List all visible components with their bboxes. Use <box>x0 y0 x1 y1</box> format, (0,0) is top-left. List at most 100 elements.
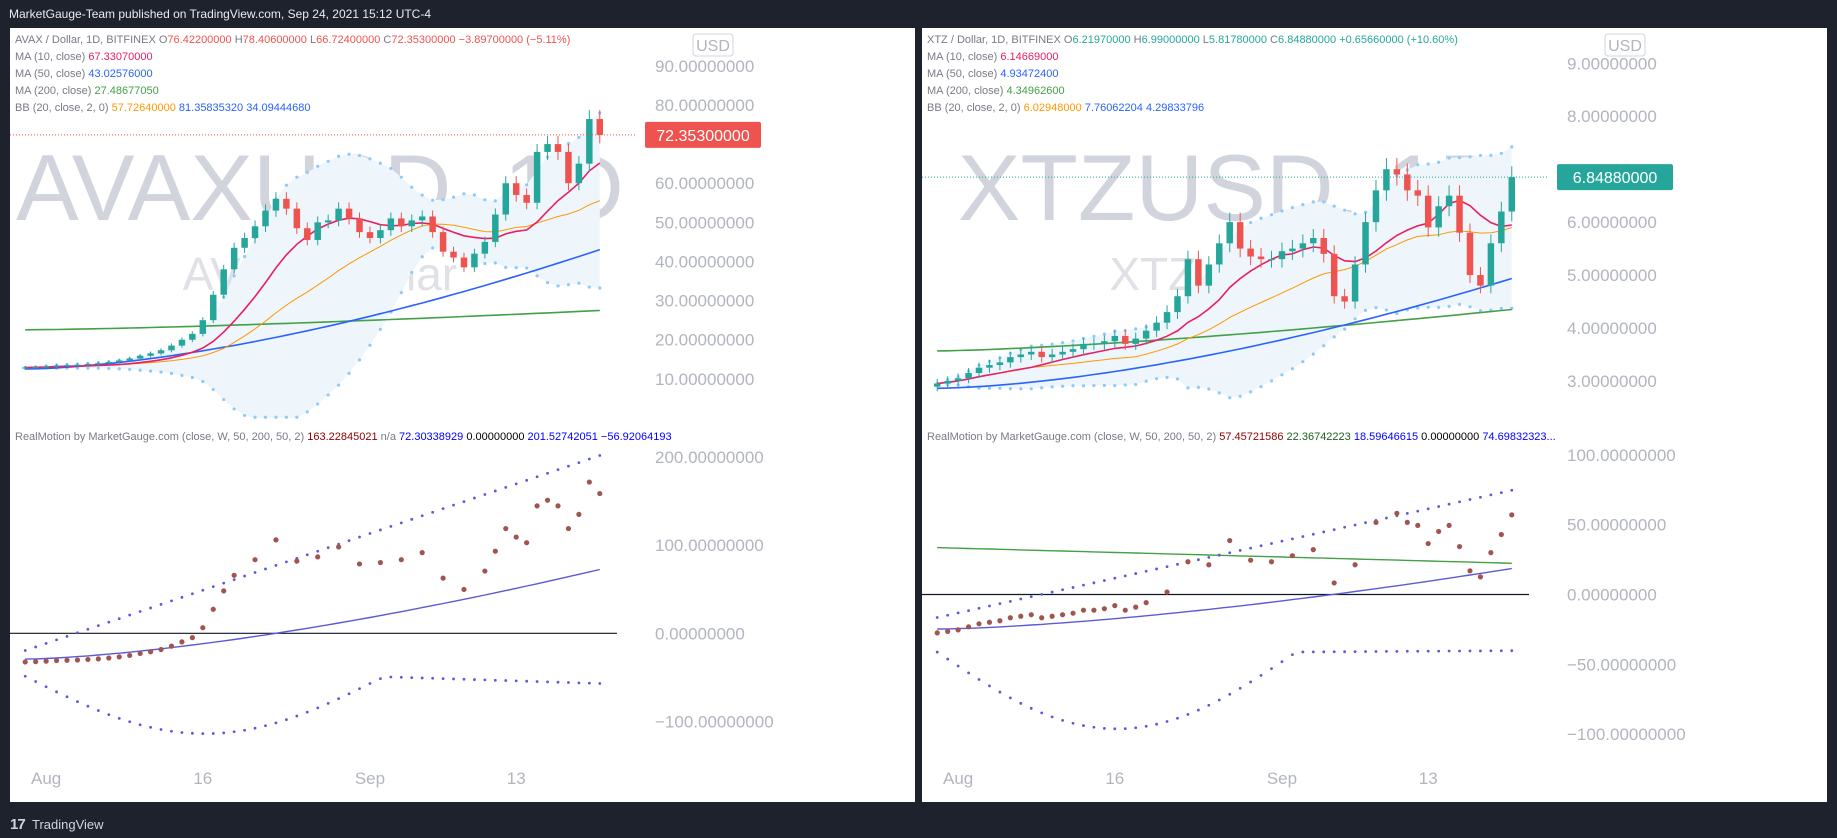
bb-upper-dot <box>1259 216 1263 220</box>
realmotion-dot <box>1456 543 1463 550</box>
candle-body <box>986 365 993 368</box>
realmotion-upper-dot <box>420 514 424 518</box>
realmotion-dot <box>1268 559 1275 565</box>
realmotion-upper-dot <box>389 525 393 528</box>
candle-body <box>1508 177 1516 212</box>
realmotion-upper-dot <box>180 595 184 599</box>
legend-indicator-label: MA (10, close) <box>15 51 88 63</box>
bb-upper-dot <box>1343 208 1347 212</box>
realmotion-lower-dot <box>1092 725 1096 729</box>
realmotion-upper-dot <box>410 517 414 521</box>
currency-badge <box>1604 33 1646 57</box>
bb-lower-dot <box>1468 305 1472 309</box>
tradingview-brand[interactable]: TradingView <box>32 817 104 832</box>
realmotion-lower-dot <box>358 687 361 691</box>
chart-panel-avax[interactable]: AVAXUSD, 1DAVAX / Dollar72.3530000090.00… <box>10 28 915 802</box>
realmotion-upper-dot <box>65 634 69 638</box>
realmotion-tick-label: −100.00000000 <box>655 713 774 732</box>
bb-lower-dot <box>545 281 550 285</box>
bb-lower-dot <box>1353 317 1357 321</box>
candle-body <box>586 119 593 164</box>
realmotion-dot <box>565 525 572 532</box>
bb-lower-dot <box>1259 385 1263 389</box>
realmotion-dot <box>398 557 404 563</box>
realmotion-tick-label: 100.00000000 <box>655 536 764 555</box>
realmotion-upper-dot <box>1165 565 1169 569</box>
candle-body <box>1101 341 1108 344</box>
candle-body <box>512 183 520 195</box>
candle-body <box>975 367 983 373</box>
price-tick-label: 4.00000000 <box>1567 319 1657 338</box>
realmotion-signal-line <box>25 568 600 660</box>
realmotion-lower-dot <box>556 680 560 684</box>
candle-body <box>366 232 374 238</box>
realmotion-lower-dot <box>956 664 960 668</box>
legend-indicator-label: MA (50, close) <box>927 68 1000 80</box>
candle-body <box>544 144 551 152</box>
bb-upper-dot <box>577 135 581 140</box>
realmotion-dot <box>1310 547 1316 553</box>
realmotion-dot <box>1436 528 1442 535</box>
candle-body <box>439 232 447 252</box>
bb-upper-dot <box>1269 213 1274 217</box>
bb-upper-dot <box>1071 339 1075 343</box>
realmotion-lower-dot <box>1008 696 1012 700</box>
bb-lower-dot <box>368 343 372 347</box>
realmotion-dot <box>137 650 143 657</box>
chart-panel-xtz[interactable]: XTZUSD, 1DXTZ / Dollar6.848800009.000000… <box>922 28 1827 802</box>
last-price-label: 6.84880000 <box>1573 170 1658 187</box>
bb-lower-dot <box>169 371 174 376</box>
candle-body <box>1466 232 1474 276</box>
realmotion-upper-dot <box>326 546 330 550</box>
legend-indicator-value: 43.02576000 <box>88 68 152 80</box>
bb-lower-dot <box>1311 352 1315 356</box>
x-tick-label: Aug <box>31 769 61 788</box>
realmotion-lower-dot <box>1029 706 1033 710</box>
avax-chart-svg[interactable]: AVAXUSD, 1DAVAX / Dollar72.3530000090.00… <box>10 28 915 802</box>
ma200-line <box>25 309 600 331</box>
candle-body <box>533 151 541 203</box>
bb-lower-dot <box>357 358 362 362</box>
realmotion-upper-dot <box>305 553 309 557</box>
price-tick-label: 6.00000000 <box>1567 213 1657 232</box>
realmotion-dot <box>586 479 592 485</box>
realmotion-lower-dot <box>1019 701 1023 705</box>
realmotion-dot <box>1049 613 1055 619</box>
realmotion-upper-dot <box>525 478 529 482</box>
legend-change: +0.65660000 (+10.60%) <box>1339 34 1458 46</box>
realmotion-upper-dot <box>598 454 602 457</box>
realmotion-lower-dot <box>86 704 90 708</box>
candle-body <box>965 373 972 379</box>
tradingview-logo-icon[interactable]: 17 <box>10 816 26 833</box>
price-tick-label: 10.00000000 <box>655 370 754 389</box>
realmotion-dot <box>1122 607 1128 613</box>
legend-indicator: MA (200, close) 4.34962600 <box>927 85 1065 97</box>
candle-body <box>53 365 60 367</box>
legend-ohlc-key: L <box>310 34 316 46</box>
candle-body <box>1069 349 1077 352</box>
legend-indicator-label: MA (10, close) <box>927 51 1000 63</box>
realmotion-upper-dot <box>117 617 121 620</box>
realmotion-dot <box>43 658 49 664</box>
candle-body <box>1090 343 1098 345</box>
realmotion-dot <box>116 654 122 660</box>
candle-body <box>1163 312 1171 323</box>
candle-body <box>1498 211 1505 244</box>
realmotion-lower-dot <box>441 677 445 680</box>
realmotion-dot <box>544 497 551 503</box>
realmotion-lower-dot <box>253 726 257 730</box>
realmotion-lower-dot <box>988 684 991 688</box>
realmotion-lower-dot <box>107 713 111 717</box>
bb-upper-dot <box>1489 153 1493 157</box>
legend-change: −3.89700000 (−5.11%) <box>459 34 571 46</box>
realmotion-lower-dot <box>368 682 372 685</box>
xtz-chart-svg[interactable]: XTZUSD, 1DXTZ / Dollar6.848800009.000000… <box>922 28 1827 802</box>
realmotion-upper-dot <box>1447 502 1451 506</box>
realmotion-legend: RealMotion by MarketGauge.com (close, W,… <box>927 431 1556 443</box>
bb-lower-dot <box>483 261 487 266</box>
realmotion-dot <box>1415 522 1421 529</box>
candle-body <box>1142 330 1150 339</box>
candle-body <box>314 222 321 240</box>
realmotion-value: 18.59646615 <box>1354 431 1421 443</box>
realmotion-lower-dot <box>1165 720 1169 723</box>
